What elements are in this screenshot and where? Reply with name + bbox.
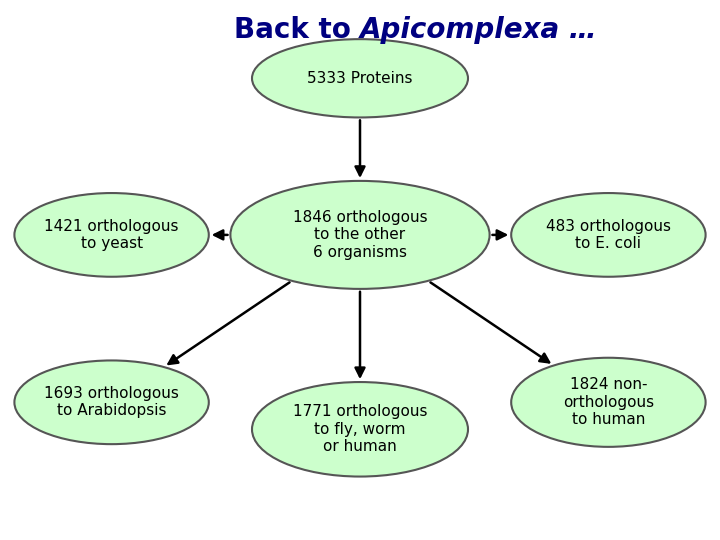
Ellipse shape	[14, 193, 209, 277]
Ellipse shape	[230, 181, 490, 289]
Text: Back to: Back to	[233, 16, 360, 44]
Text: 1421 orthologous
to yeast: 1421 orthologous to yeast	[45, 219, 179, 251]
Text: Apicomplexa …: Apicomplexa …	[360, 16, 598, 44]
Text: 1824 non-
orthologous
to human: 1824 non- orthologous to human	[563, 377, 654, 427]
Text: 483 orthologous
to E. coli: 483 orthologous to E. coli	[546, 219, 671, 251]
Ellipse shape	[511, 357, 706, 447]
Text: 5333 Proteins: 5333 Proteins	[307, 71, 413, 86]
Ellipse shape	[252, 39, 468, 118]
Text: 1693 orthologous
to Arabidopsis: 1693 orthologous to Arabidopsis	[44, 386, 179, 418]
Text: 1771 orthologous
to fly, worm
or human: 1771 orthologous to fly, worm or human	[293, 404, 427, 454]
Ellipse shape	[511, 193, 706, 277]
Ellipse shape	[252, 382, 468, 477]
Text: 1846 orthologous
to the other
6 organisms: 1846 orthologous to the other 6 organism…	[293, 210, 427, 260]
Ellipse shape	[14, 361, 209, 444]
